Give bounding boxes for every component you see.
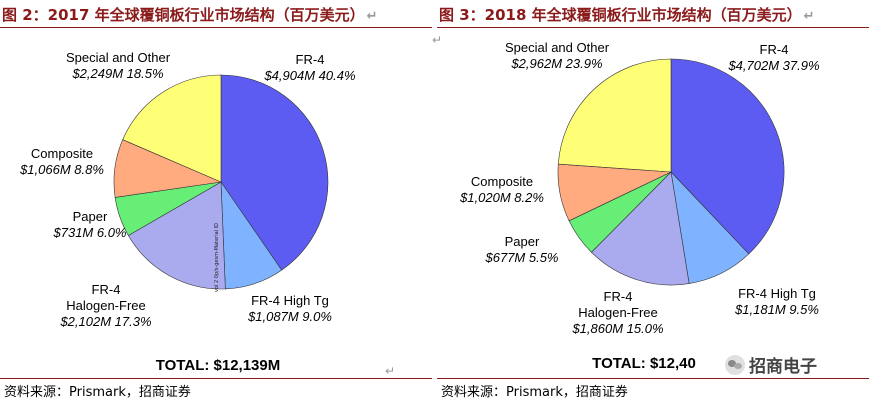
- paragraph-mark-icon: ↵: [432, 33, 443, 47]
- slice-label-fr-4-halogen-free: FR-4 Halogen-Free $1,860M 15.0%: [571, 289, 663, 336]
- source-note: 资料来源：Prismark，招商证券: [4, 385, 191, 400]
- slice-label-composite: Composite $1,020M 8.2%: [459, 174, 544, 205]
- figure-title: 图 3：2018 年全球覆铜板行业市场结构（百万美元） ↵: [439, 6, 815, 24]
- wechat-icon: [725, 354, 745, 375]
- pie-slice-fr-4-halogen-free: [591, 171, 690, 286]
- slice-label-paper: Paper $677M 5.5%: [485, 234, 559, 265]
- pie-slice-fr-4: [670, 58, 785, 255]
- paragraph-mark-icon: ↵: [803, 9, 815, 24]
- slice-label-fr-4-high-tg: FR-4 High Tg $1,181M 9.5%: [734, 286, 819, 317]
- pie-slice-fr-4-halogen-free: [127, 181, 226, 290]
- total-label: TOTAL: $12,40: [592, 355, 696, 372]
- title-divider: [0, 27, 432, 28]
- slice-label-fr-4: FR-4 $4,702M 37.9%: [727, 42, 819, 73]
- pie-slice-special-and-other: [122, 74, 222, 183]
- figure-2017: 图 2：2017 年全球覆铜板行业市场结构（百万美元） ↵ FR-4 $4,904M…: [0, 0, 432, 402]
- source-note: 资料来源：Prismark，招商证券: [441, 385, 628, 400]
- source-divider: [0, 378, 432, 379]
- slice-label-composite: Composite $1,066M 8.8%: [19, 146, 104, 177]
- logo-text: 招商电子: [749, 357, 817, 377]
- paragraph-mark-icon: ↵: [366, 9, 378, 24]
- slice-label-paper: Paper $731M 6.0%: [53, 209, 127, 240]
- title-divider: [437, 27, 869, 28]
- slice-label-fr-4: FR-4 $4,904M 40.4%: [263, 52, 355, 83]
- slice-label-special-and-other: Special and Other $2,249M 18.5%: [66, 50, 171, 81]
- total-label: TOTAL: $12,139M: [156, 357, 280, 374]
- paragraph-mark-icon: ↵: [385, 364, 396, 378]
- slice-label-fr-4-high-tg: FR-4 High Tg $1,087M 9.0%: [247, 293, 332, 324]
- wechat-logo: 招商电子: [723, 352, 821, 377]
- pie-slice-special-and-other: [557, 58, 672, 173]
- pie-slice-fr-4: [220, 74, 329, 271]
- slice-label-special-and-other: Special and Other $2,962M 23.9%: [505, 40, 610, 71]
- figure-title: 图 2：2017 年全球覆铜板行业市场结构（百万美元） ↵: [2, 6, 378, 24]
- watermark-text: vol 2 0p/s-gesm-Material ID: [214, 223, 220, 292]
- source-divider: [437, 378, 869, 379]
- pie-chart-2017: FR-4 $4,904M 40.4% FR-4 High Tg $1,087M 9.0…: [19, 50, 355, 374]
- pie-chart-2018: FR-4 $4,702M 37.9% FR-4 High Tg $1,181M 9.5…: [459, 40, 819, 372]
- figure-2018: 图 3：2018 年全球覆铜板行业市场结构（百万美元） ↵ FR-4 $4,702M…: [437, 0, 869, 402]
- slice-label-fr-4-halogen-free: FR-4 Halogen-Free $2,102M 17.3%: [59, 282, 151, 329]
